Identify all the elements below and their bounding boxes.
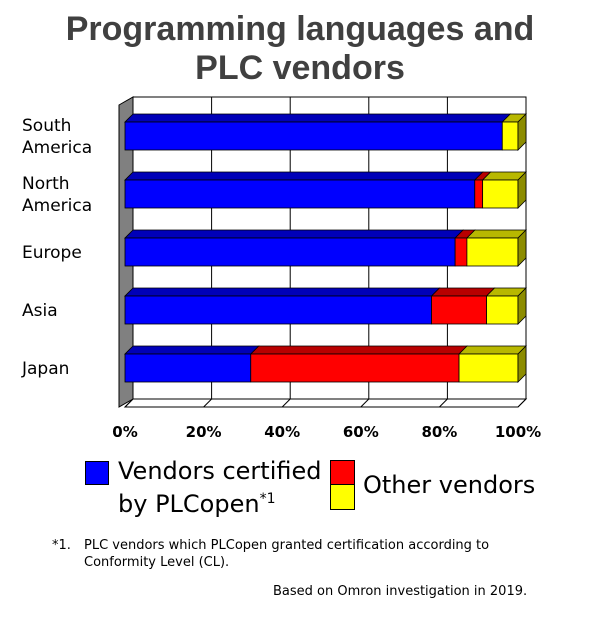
bar-top-face — [124, 287, 441, 297]
bar-segment — [486, 295, 519, 325]
bar-segment — [124, 121, 503, 151]
bar-end-face — [517, 287, 527, 325]
x-tick-label: 0% — [112, 423, 137, 441]
bar-segment — [458, 353, 519, 383]
category-label: Japan — [21, 359, 69, 379]
bar-end-face — [517, 171, 527, 209]
gridline-floor — [439, 398, 448, 408]
bar-segment — [124, 295, 432, 325]
bar-segment — [431, 295, 487, 325]
bar-end-face — [517, 229, 527, 267]
category-label: Asia — [22, 301, 58, 321]
x-tick-label: 20% — [186, 423, 222, 441]
bar-segment — [501, 121, 519, 151]
bar-segment — [454, 237, 468, 267]
gridline-floor — [203, 398, 212, 408]
category-label: America — [22, 138, 92, 158]
gridline-floor — [124, 398, 134, 408]
x-tick-label: 40% — [264, 423, 300, 441]
gridline-floor — [360, 398, 370, 408]
source-note: Based on Omron investigation in 2019. — [273, 584, 528, 599]
bar-segment — [124, 179, 476, 209]
chart-title-line-2: PLC vendors — [195, 49, 405, 87]
legend-label-certified-line-1: Vendors certified — [118, 457, 322, 485]
legend-label-certified-text: by PLCopen — [118, 490, 260, 518]
bar-segment — [482, 179, 519, 209]
legend-swatch-certified — [85, 461, 109, 485]
bar-segment — [250, 353, 460, 383]
stacked-bar-chart: 0% 20% 40% 60% 80% 100%SouthAmericaNorthAmeri… — [21, 96, 541, 441]
legend-label-certified-line-2: by PLCopen*1 — [118, 485, 321, 518]
bar-top-face — [430, 287, 496, 297]
footnote-line-2: Conformity Level (CL). — [84, 555, 230, 570]
bar-top-face — [124, 171, 484, 181]
bar-segment — [124, 237, 456, 267]
bar-end-face — [517, 113, 527, 151]
bar-top-face — [124, 345, 260, 355]
footnote-marker: *1. — [52, 538, 71, 553]
legend-label-other: Other vendors — [363, 471, 536, 499]
legend-swatch-other-red — [330, 460, 355, 485]
x-tick-label: 100% — [495, 423, 541, 441]
gridline-floor — [281, 398, 291, 408]
category-label: South — [22, 116, 71, 136]
category-label: North — [22, 174, 70, 194]
bar-top-face — [124, 113, 512, 123]
bar-top-face — [124, 229, 465, 239]
legend-swatch-other-yellow — [330, 484, 355, 510]
x-tick-label: 60% — [343, 423, 379, 441]
category-label: America — [22, 196, 92, 216]
plot-floor — [123, 398, 528, 408]
chart-title-line-1: Programming languages and — [65, 10, 535, 48]
bar-end-face — [517, 345, 527, 383]
legend-footnote-ref: *1 — [259, 491, 276, 507]
footnote-line-1: PLC vendors which PLCopen granted certif… — [84, 538, 490, 553]
x-tick-label: 80% — [421, 423, 457, 441]
bar-top-face — [458, 345, 527, 355]
gridline-floor — [517, 398, 527, 408]
bar-segment — [474, 179, 484, 209]
legend-label-certified: Vendors certified by PLCopen*1 — [118, 457, 321, 518]
bar-segment — [124, 353, 252, 383]
bar-top-face — [465, 229, 527, 239]
chart-title: Programming languages and PLC vendors — [0, 10, 600, 88]
bar-segment — [466, 237, 519, 267]
category-label: Europe — [22, 243, 82, 263]
bar-top-face — [249, 345, 469, 355]
